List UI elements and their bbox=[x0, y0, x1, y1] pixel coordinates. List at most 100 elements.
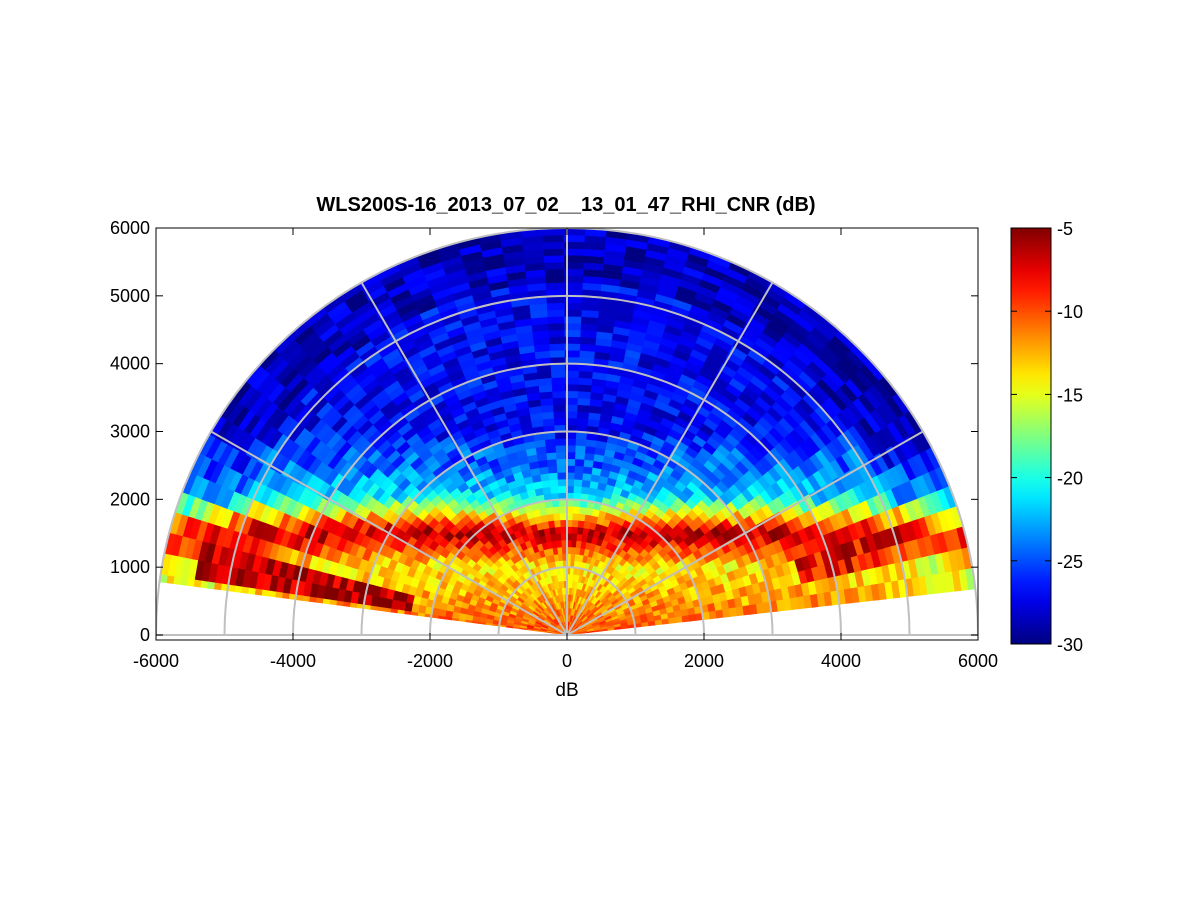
cnr-cell bbox=[554, 437, 566, 446]
cnr-cell bbox=[281, 592, 290, 600]
axis-ticks: -6000 -4000 -2000 0 2000 4000 6000 0 1000 2000 300… bbox=[110, 218, 998, 671]
x-tick-label: -4000 bbox=[270, 651, 316, 671]
cnr-cell bbox=[557, 478, 567, 487]
cnr-cell bbox=[573, 465, 584, 474]
cnr-cell bbox=[555, 458, 566, 467]
cnr-cell bbox=[335, 600, 344, 607]
cnr-cell bbox=[576, 411, 590, 420]
y-tick-label: 2000 bbox=[110, 489, 150, 509]
cnr-cell bbox=[551, 383, 566, 392]
cnr-cell bbox=[575, 417, 589, 427]
cnr-cell bbox=[560, 532, 567, 541]
azimuth-spoke bbox=[566, 282, 774, 636]
cnr-cell bbox=[559, 512, 567, 521]
cnr-cell bbox=[545, 451, 557, 461]
x-tick-label: -6000 bbox=[133, 651, 179, 671]
cnr-cell bbox=[577, 519, 585, 529]
cnr-cell bbox=[544, 281, 565, 291]
cnr-cell bbox=[555, 451, 566, 460]
cnr-cell bbox=[575, 438, 587, 447]
cnr-cell bbox=[546, 315, 565, 324]
cnr-cell bbox=[403, 610, 412, 615]
cnr-cell bbox=[580, 486, 590, 495]
colorbar-tick-label: -15 bbox=[1057, 385, 1083, 405]
cnr-cell bbox=[574, 451, 586, 460]
cnr-cell bbox=[308, 596, 317, 603]
cnr-cell bbox=[247, 587, 256, 595]
cnr-cell bbox=[578, 370, 593, 379]
cnr-cell bbox=[577, 377, 593, 386]
cnr-cell bbox=[553, 417, 566, 426]
cnr-cell bbox=[575, 533, 583, 542]
cnr-cell bbox=[560, 539, 567, 548]
cnr-cell bbox=[328, 599, 338, 606]
cnr-cell bbox=[546, 458, 557, 467]
cnr-cell bbox=[548, 342, 565, 351]
cnr-cell bbox=[541, 417, 555, 427]
cnr-cell bbox=[559, 519, 567, 528]
cnr-cell bbox=[552, 397, 566, 406]
cnr-cell bbox=[543, 261, 565, 270]
cnr-cell bbox=[186, 578, 195, 587]
x-tick-label: 6000 bbox=[958, 651, 998, 671]
cnr-cell bbox=[342, 601, 351, 608]
cnr-cell bbox=[322, 598, 331, 605]
cnr-cell bbox=[550, 376, 566, 385]
cnr-cell bbox=[572, 485, 582, 494]
x-tick-label: 0 bbox=[562, 651, 572, 671]
cnr-cell bbox=[572, 505, 580, 514]
cnr-cell bbox=[547, 465, 558, 474]
cnr-cell bbox=[274, 591, 283, 599]
cnr-cell bbox=[233, 585, 243, 593]
colorbar-tick-label: -30 bbox=[1057, 635, 1083, 655]
azimuth-spoke bbox=[210, 430, 568, 636]
cnr-cell bbox=[554, 444, 566, 453]
cnr-cell bbox=[571, 512, 580, 521]
cnr-cell bbox=[578, 506, 587, 515]
colorbar-ticks: -5 -10 -15 -20 -25 -30 bbox=[1011, 219, 1083, 655]
cnr-cell bbox=[558, 505, 567, 514]
polar-grid bbox=[156, 228, 978, 636]
cnr-cell bbox=[570, 546, 576, 555]
cnr-cell bbox=[549, 485, 559, 494]
y-tick-label: 5000 bbox=[110, 286, 150, 306]
cnr-cell bbox=[559, 526, 567, 534]
y-tick-label: 3000 bbox=[110, 422, 150, 442]
cnr-cell bbox=[548, 478, 559, 488]
x-tick-label: 2000 bbox=[684, 651, 724, 671]
cnr-cell bbox=[546, 302, 565, 311]
cnr-cell bbox=[206, 581, 216, 590]
colorbar-tick-label: -20 bbox=[1057, 469, 1083, 489]
colorbar-tick-label: -5 bbox=[1057, 219, 1073, 239]
cnr-cell bbox=[301, 595, 310, 602]
y-tick-label: 1000 bbox=[110, 557, 150, 577]
cnr-cell bbox=[574, 444, 586, 454]
cnr-cell bbox=[165, 575, 175, 584]
cnr-cell bbox=[548, 472, 558, 481]
x-tick-label: 4000 bbox=[821, 651, 861, 671]
cnr-cell bbox=[376, 606, 385, 612]
cnr-cell bbox=[552, 410, 566, 419]
colorbar-tick-label: -25 bbox=[1057, 552, 1083, 572]
colorbar-tick-label: -10 bbox=[1057, 302, 1083, 322]
chart-title: WLS200S-16_2013_07_02__13_01_47_RHI_CNR … bbox=[316, 194, 815, 216]
cnr-cell bbox=[577, 390, 591, 400]
cnr-cell bbox=[548, 336, 565, 345]
cnr-cell bbox=[240, 586, 249, 594]
cnr-cell bbox=[577, 383, 592, 393]
cnr-cell bbox=[581, 479, 591, 488]
cnr-cell bbox=[552, 404, 566, 412]
x-tick-label: -2000 bbox=[407, 651, 453, 671]
cnr-cell bbox=[542, 248, 565, 257]
cnr-cell bbox=[544, 438, 556, 447]
cnr-cell bbox=[369, 605, 378, 611]
cnr-cell bbox=[390, 608, 398, 614]
cnr-cell bbox=[557, 485, 567, 494]
cnr-cell bbox=[577, 513, 586, 522]
cnr-cell bbox=[563, 228, 586, 236]
cnr-cell bbox=[571, 526, 578, 535]
cnr-cell bbox=[383, 607, 392, 613]
cnr-cell bbox=[547, 322, 565, 331]
cnr-cell bbox=[543, 254, 565, 263]
